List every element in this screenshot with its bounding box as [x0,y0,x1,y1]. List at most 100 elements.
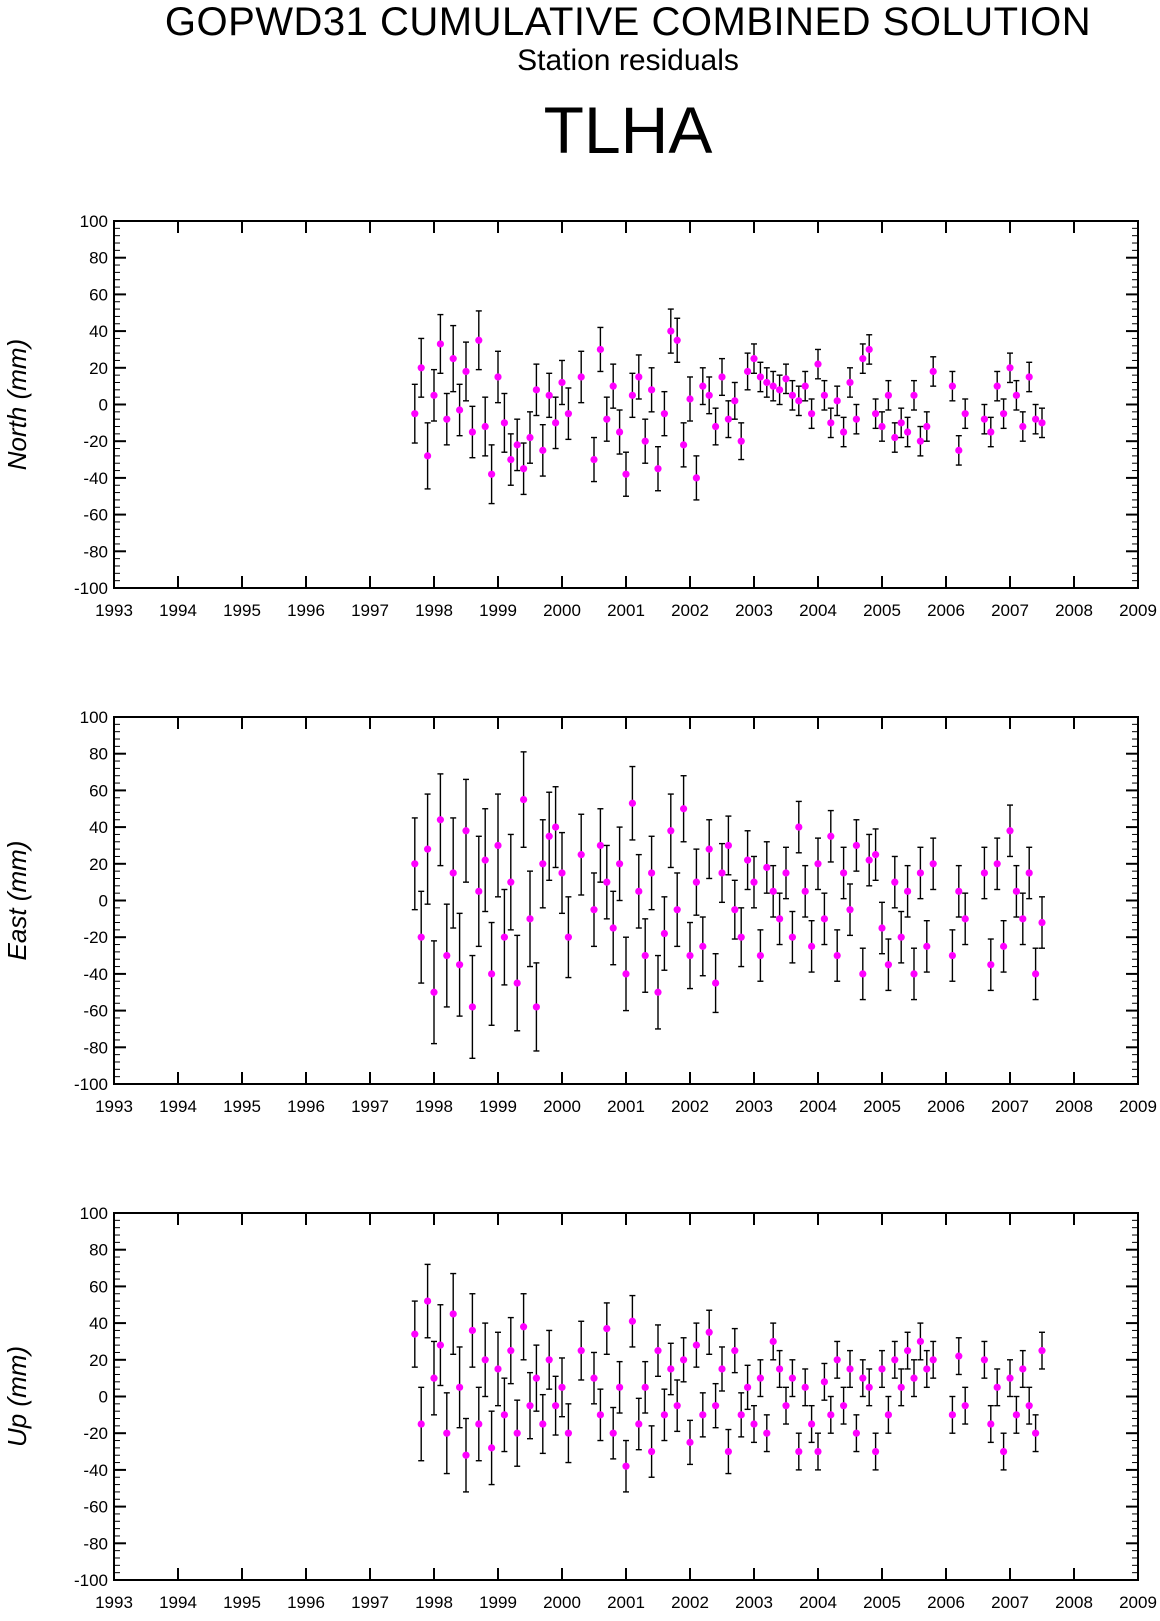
data-point [878,1365,886,1373]
data-point [680,805,688,813]
data-point [897,419,905,427]
x-tick-label: 1996 [287,601,325,620]
data-point [948,382,957,390]
data-point [795,1447,803,1456]
y-tick-label: -60 [83,1498,108,1517]
chart-main-title: GOPWD31 CUMULATIVE COMBINED SOLUTION [164,0,1092,44]
data-point [769,1337,777,1346]
data-point [520,465,528,473]
data-point [859,355,867,363]
y-axis-title: Up (mm) [2,1346,32,1447]
data-point [865,1383,873,1391]
data-point [948,1411,957,1419]
x-tick-label: 2007 [991,601,1029,620]
x-tick-label: 2008 [1055,601,1093,620]
x-tick-label: 2005 [863,1097,901,1116]
data-point [1038,1347,1046,1355]
data-point [955,1352,963,1360]
data-point [923,422,931,431]
data-point [795,823,803,831]
x-tick-label: 2004 [799,1593,837,1612]
x-tick-label: 2001 [607,601,645,620]
data-point [820,391,829,399]
data-point [980,1356,989,1364]
data-point [577,373,585,381]
data-point [449,869,457,877]
data-point [859,970,867,978]
x-tick-label: 1993 [95,1097,133,1116]
data-point [481,1356,489,1364]
data-point [443,1429,451,1437]
x-tick-label: 2000 [543,601,581,620]
data-point [545,1356,553,1364]
x-tick-label: 1998 [415,601,453,620]
data-point [411,860,419,868]
y-tick-label: -40 [83,469,108,488]
data-point [750,355,758,363]
data-point [424,845,432,853]
data-point [507,878,515,886]
data-point [430,1374,438,1382]
data-point [641,437,649,445]
data-point [884,961,893,969]
east-panel: 1993 1994 1995 1996 1997 1998 1999 2000 2001 2002… [2,708,1157,1116]
data-point [756,1374,765,1382]
x-tick-label: 2000 [543,1593,581,1612]
data-point [539,860,547,868]
x-tick-label: 2000 [543,1097,581,1116]
data-point [635,1420,643,1428]
data-point [680,1356,688,1364]
x-tick-label: 2005 [863,601,901,620]
data-point [609,1429,617,1437]
data-point [808,410,816,418]
y-tick-label: 80 [89,1241,108,1260]
x-tick-label: 2006 [927,601,965,620]
y-tick-label: 80 [89,745,108,764]
data-point [520,795,528,804]
data-point [993,1383,1001,1391]
data-point [744,856,752,864]
data-point [884,391,893,399]
data-point [456,961,464,969]
data-point [846,378,854,387]
data-point [468,1326,476,1335]
y-tick-label: -20 [83,1424,108,1443]
data-point [526,433,534,442]
data-point [1038,419,1046,427]
x-tick-label: 2001 [607,1097,645,1116]
data-point [468,428,476,436]
data-point [795,397,803,405]
data-point [667,1365,675,1373]
x-tick-label: 2007 [991,1593,1029,1612]
data-point [1025,373,1033,381]
data-point [539,1420,547,1428]
y-tick-label: 20 [89,855,108,874]
data-point [993,382,1001,390]
y-tick-label: 80 [89,249,108,268]
data-point [788,1374,797,1382]
data-point [577,1347,585,1355]
x-tick-label: 2002 [671,1097,709,1116]
data-point [622,1462,630,1470]
data-point [424,1297,432,1305]
station-name: TLHA [543,93,713,167]
y-tick-label: -80 [83,1038,108,1057]
data-point [776,915,784,923]
data-point [980,869,989,877]
y-tick-label: 0 [99,396,108,415]
data-point [916,437,925,445]
data-point [769,887,777,895]
data-point [769,382,777,390]
data-point [1019,422,1027,431]
data-point [500,1411,508,1419]
data-point [884,1411,893,1419]
data-point [424,452,432,460]
data-point [539,446,547,454]
x-tick-label: 1997 [351,1097,389,1116]
y-tick-label: 100 [80,212,108,231]
y-tick-label: 100 [80,1204,108,1223]
data-point [648,1447,656,1456]
data-point [718,1365,726,1373]
data-point [987,1420,995,1428]
